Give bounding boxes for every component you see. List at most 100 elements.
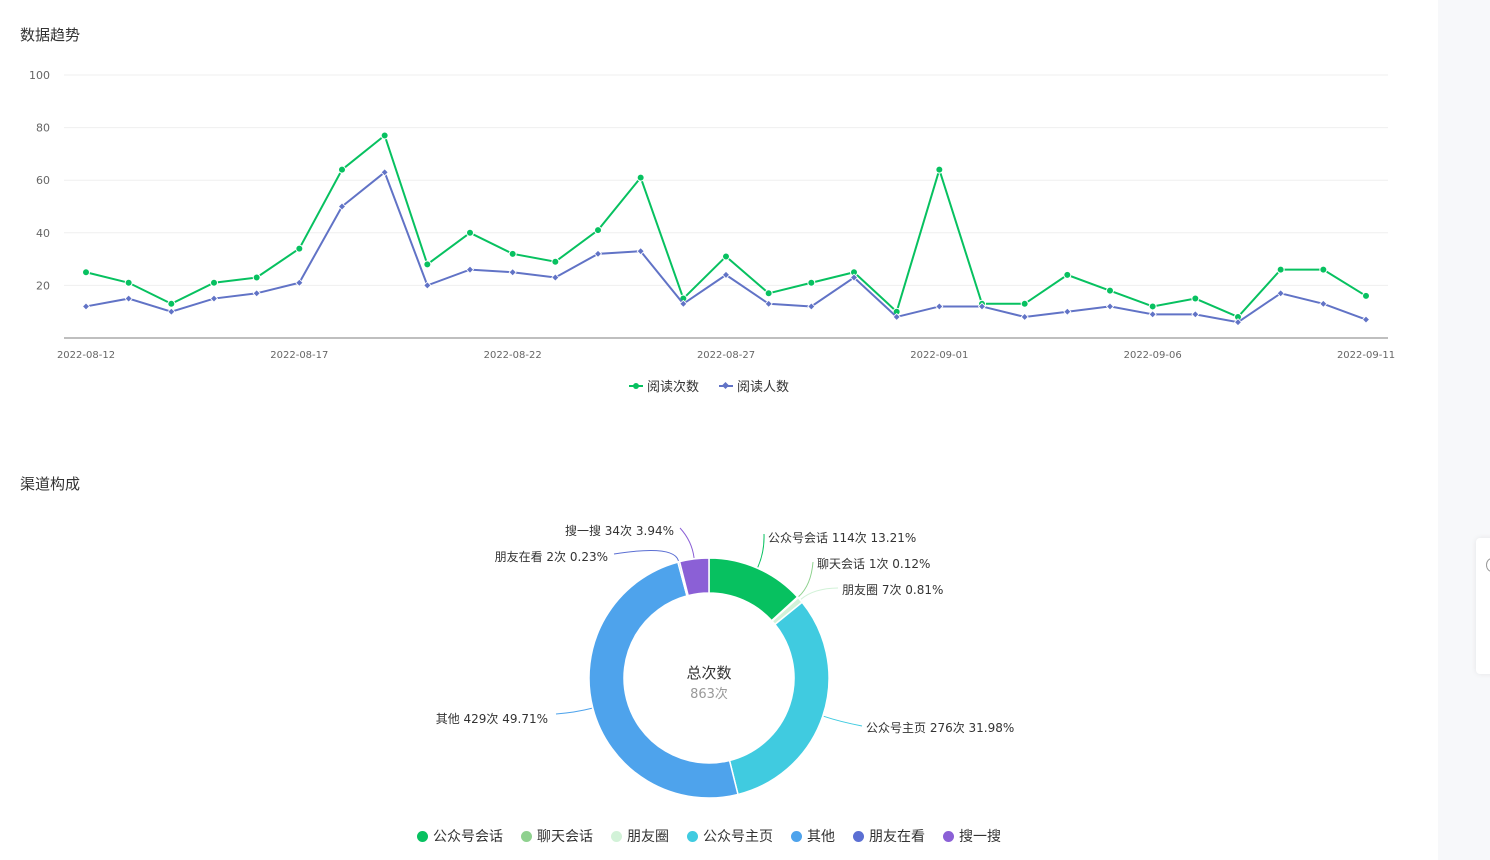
data-point[interactable] xyxy=(1106,286,1114,295)
data-point[interactable] xyxy=(1191,310,1200,319)
data-point[interactable] xyxy=(1063,307,1072,316)
data-point[interactable] xyxy=(594,226,602,235)
y-tick-label: 20 xyxy=(36,279,50,292)
slice-label-leader xyxy=(757,533,765,568)
legend-label: 公众号主页 xyxy=(703,829,773,845)
trend-legend: 阅读次数 阅读人数 xyxy=(0,376,1418,395)
legend-item[interactable]: 搜一搜 xyxy=(943,826,1001,846)
legend-item-reader-count[interactable]: 阅读人数 xyxy=(719,376,789,395)
legend-dot xyxy=(853,830,864,842)
data-point[interactable] xyxy=(1233,318,1243,327)
data-point[interactable] xyxy=(1361,315,1371,324)
slice-label: 朋友圈 7次 0.81% xyxy=(842,583,943,597)
data-point[interactable] xyxy=(1148,310,1157,319)
data-point[interactable] xyxy=(935,165,944,174)
x-tick-label: 2022-08-27 xyxy=(697,350,755,361)
x-tick-label: 2022-08-17 xyxy=(270,350,328,361)
data-point[interactable] xyxy=(807,302,816,311)
data-point[interactable] xyxy=(551,273,560,282)
legend-dot xyxy=(791,830,802,842)
data-point[interactable] xyxy=(935,302,944,311)
data-point[interactable] xyxy=(82,268,90,277)
slice-label-leader xyxy=(823,715,863,727)
data-point[interactable] xyxy=(764,289,773,298)
data-point[interactable] xyxy=(636,247,645,256)
data-point[interactable] xyxy=(1276,289,1285,298)
data-point[interactable] xyxy=(721,270,731,279)
data-point[interactable] xyxy=(167,299,176,308)
x-tick-label: 2022-09-01 xyxy=(910,350,968,361)
legend-item[interactable]: 公众号主页 xyxy=(687,826,773,846)
data-point[interactable] xyxy=(1319,265,1328,274)
data-point[interactable] xyxy=(1191,294,1200,303)
data-point[interactable] xyxy=(508,249,517,258)
help-icon[interactable] xyxy=(1486,558,1490,572)
legend-item[interactable]: 朋友圈 xyxy=(611,826,669,846)
legend-item-read-count[interactable]: 阅读次数 xyxy=(628,376,699,395)
right-side-panel xyxy=(1438,0,1490,860)
data-point[interactable] xyxy=(338,165,346,174)
legend-item[interactable]: 其他 xyxy=(791,826,835,846)
data-point[interactable] xyxy=(252,289,261,298)
data-point[interactable] xyxy=(124,294,133,303)
data-point[interactable] xyxy=(636,173,645,182)
data-point[interactable] xyxy=(722,252,730,261)
legend-item[interactable]: 朋友在看 xyxy=(853,826,925,846)
data-point[interactable] xyxy=(1020,312,1029,322)
legend-label: 其他 xyxy=(807,829,835,845)
data-point[interactable] xyxy=(81,302,91,311)
data-point[interactable] xyxy=(423,260,432,269)
legend-marker xyxy=(719,381,733,391)
data-point[interactable] xyxy=(1148,302,1157,311)
data-point[interactable] xyxy=(1319,299,1328,308)
slice-label-leader xyxy=(798,561,814,598)
slice-label: 其他 429次 49.71% xyxy=(436,712,548,726)
data-point[interactable] xyxy=(551,257,560,266)
data-point[interactable] xyxy=(295,278,304,287)
legend-item[interactable]: 公众号会话 xyxy=(417,826,503,846)
data-point[interactable] xyxy=(1105,302,1115,311)
data-point[interactable] xyxy=(593,249,603,258)
data-point[interactable] xyxy=(380,131,389,140)
legend-label: 公众号会话 xyxy=(433,829,503,845)
donut-slice[interactable] xyxy=(678,557,710,597)
floating-side-card[interactable] xyxy=(1476,538,1490,674)
data-point[interactable] xyxy=(337,202,347,211)
data-point[interactable] xyxy=(124,278,133,287)
legend-label: 阅读人数 xyxy=(737,380,790,395)
data-point[interactable] xyxy=(295,244,304,253)
data-point[interactable] xyxy=(892,312,901,322)
data-point[interactable] xyxy=(1276,265,1285,274)
slice-label-leader xyxy=(800,587,839,600)
data-point[interactable] xyxy=(1020,299,1029,308)
trend-line-chart: 20 40 60 80 100 2022-08-12 2022-08-17 2022-08-… xyxy=(29,69,1395,361)
legend-label: 搜一搜 xyxy=(959,829,1001,845)
data-point[interactable] xyxy=(679,299,688,308)
legend-item[interactable]: 聊天会话 xyxy=(521,826,593,846)
slice-label: 公众号会话 114次 13.21% xyxy=(768,531,916,545)
slice-label-leader xyxy=(555,707,592,715)
data-point[interactable] xyxy=(764,299,773,308)
data-point[interactable] xyxy=(465,265,475,274)
donut-slice[interactable] xyxy=(588,561,739,799)
data-point[interactable] xyxy=(252,273,261,282)
data-point[interactable] xyxy=(849,273,859,282)
data-point[interactable] xyxy=(508,268,517,277)
data-point[interactable] xyxy=(167,307,176,316)
legend-dot xyxy=(943,830,954,842)
legend-label: 朋友在看 xyxy=(869,829,925,845)
data-point[interactable] xyxy=(466,228,474,237)
data-point[interactable] xyxy=(1362,291,1370,300)
donut-slice[interactable] xyxy=(728,601,830,796)
data-point[interactable] xyxy=(1063,270,1072,279)
legend-dot xyxy=(611,830,622,842)
data-point[interactable] xyxy=(210,278,218,287)
data-point[interactable] xyxy=(807,278,816,287)
donut-center-label: 总次数 xyxy=(686,664,731,682)
data-point[interactable] xyxy=(380,168,389,177)
legend-label: 聊天会话 xyxy=(537,829,593,845)
data-point[interactable] xyxy=(977,302,987,311)
data-point[interactable] xyxy=(423,281,432,290)
data-point[interactable] xyxy=(209,294,219,303)
trend-section-title: 数据趋势 xyxy=(20,26,81,44)
